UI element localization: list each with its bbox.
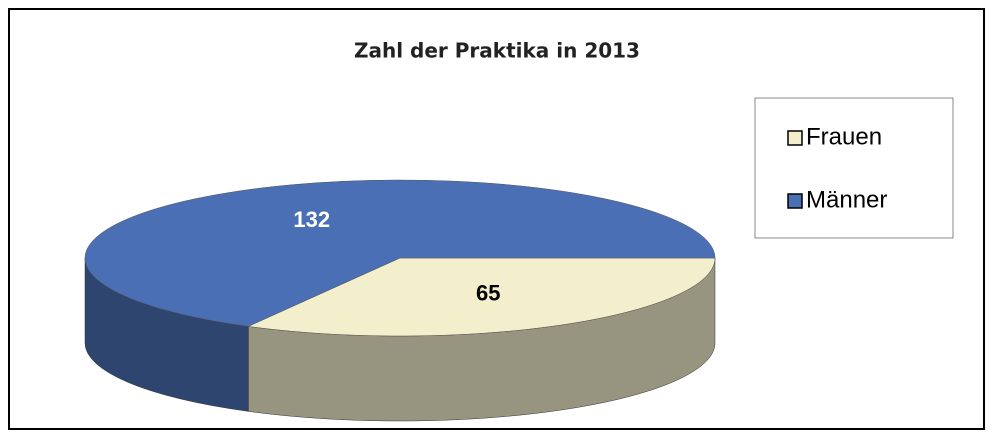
chart-title: Zahl der Praktika in 2013 xyxy=(354,39,640,63)
legend-label: Frauen xyxy=(806,123,882,150)
pie-slice xyxy=(84,179,716,327)
pie-slice xyxy=(247,257,716,337)
legend-swatch xyxy=(787,130,803,146)
pie xyxy=(84,179,716,422)
legend-label: Männer xyxy=(806,186,887,213)
legend-swatch xyxy=(787,193,803,209)
legend xyxy=(754,97,954,239)
data-label: 65 xyxy=(476,281,500,306)
data-label: 132 xyxy=(293,207,330,232)
